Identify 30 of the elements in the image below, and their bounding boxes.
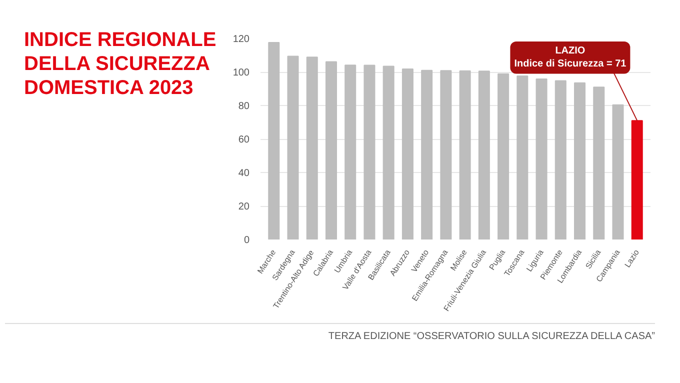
bar [612, 104, 624, 240]
bar [593, 86, 605, 240]
bar [287, 56, 299, 240]
y-tick-label: 80 [238, 101, 250, 112]
bar [459, 70, 471, 240]
y-tick-label: 60 [238, 134, 250, 146]
bar [364, 64, 376, 240]
annotation: LAZIO Indice di Sicurezza = 71 [514, 46, 627, 70]
bar [536, 78, 548, 240]
bar [344, 64, 356, 240]
text: TERZA EDIZIONE “OSSERVATORIO SULLA SICUREZZA DELLA CASA” [5, 323, 655, 344]
bar [631, 120, 643, 240]
y-tick-label: 100 [232, 68, 250, 78]
bar [421, 70, 433, 240]
y-tick-label: 120 [232, 34, 250, 45]
bar [478, 70, 490, 240]
y-tick-label: 40 [238, 168, 250, 179]
bar [325, 61, 337, 240]
y-tick-label: 20 [238, 202, 250, 212]
bar [574, 82, 586, 240]
bar [382, 66, 394, 240]
bar [268, 42, 280, 240]
bar [440, 70, 452, 240]
bar [306, 56, 318, 240]
text: INDICE REGIONALE DELLA SICUREZZA DOMESTICA 2023 [24, 28, 216, 100]
bar [516, 76, 528, 240]
y-tick-label: 0 [244, 235, 250, 246]
bar [554, 80, 566, 240]
bar [498, 73, 510, 240]
bar [402, 68, 414, 240]
